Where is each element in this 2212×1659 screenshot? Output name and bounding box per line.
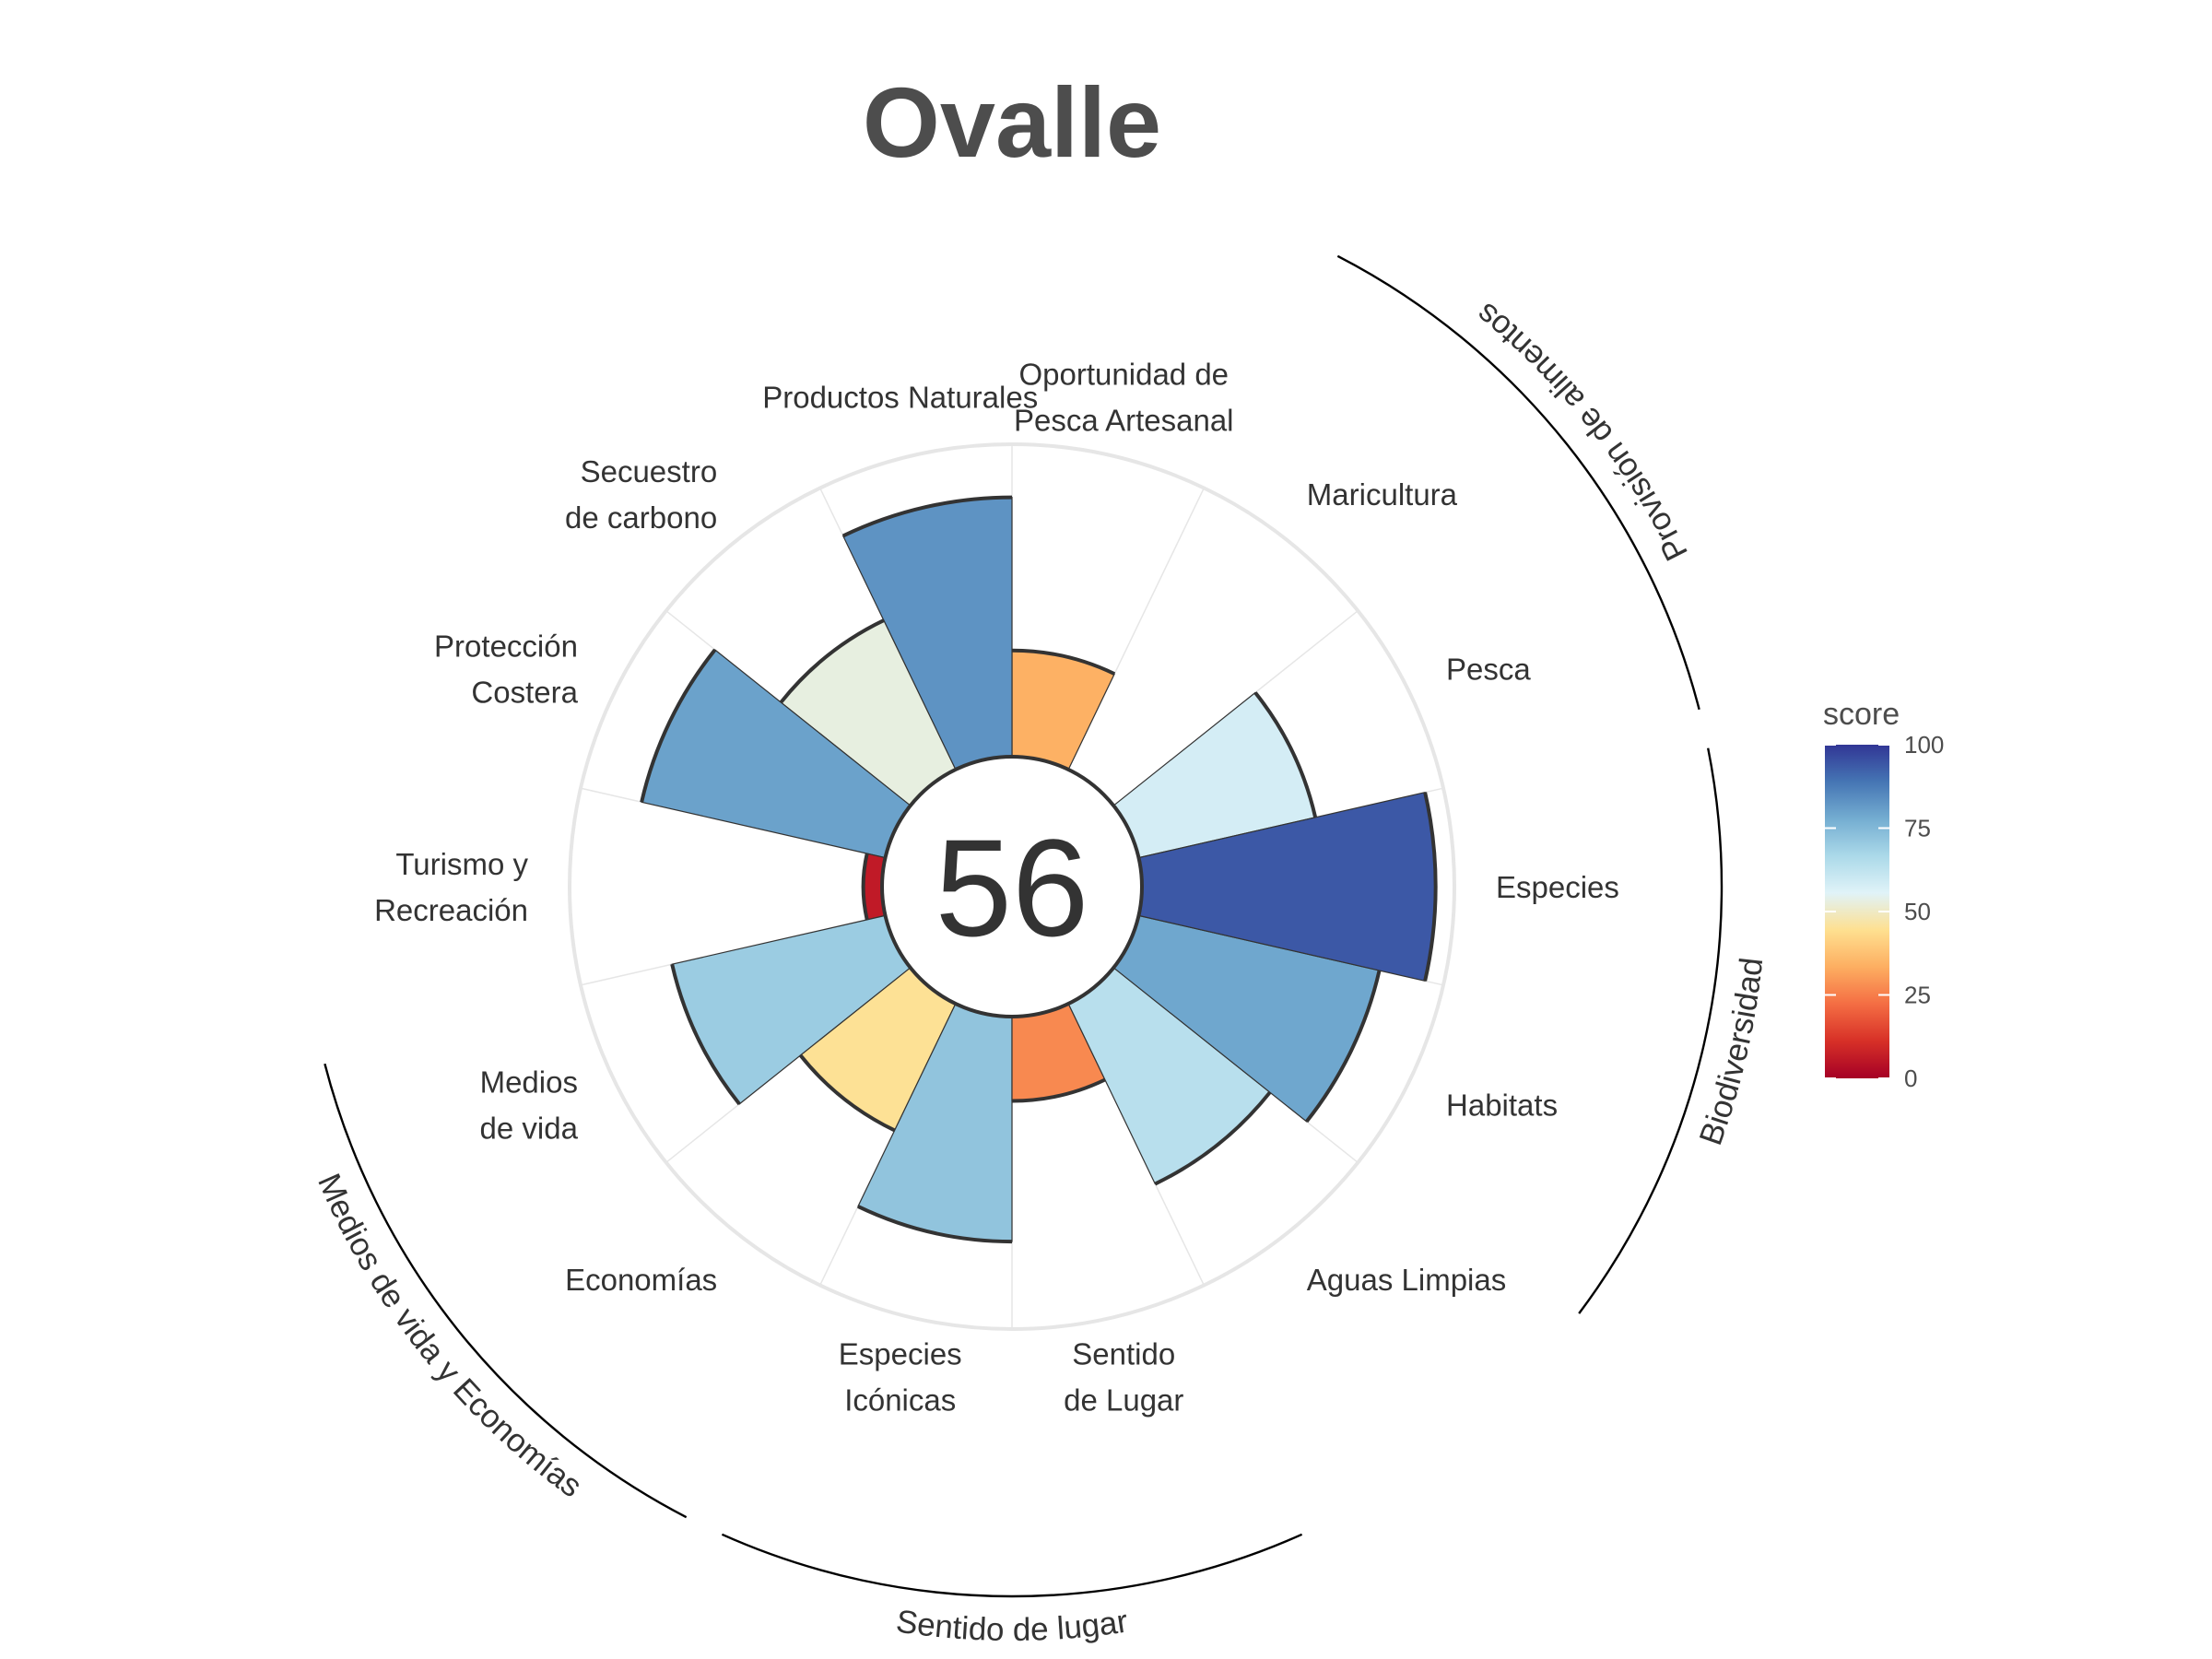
goal-label: Costera: [471, 676, 578, 710]
goal-label: Oportunidad de: [1019, 358, 1230, 392]
bar-outline: [1423, 792, 1438, 982]
bar-outline: [1011, 648, 1116, 676]
bar-outline: [861, 853, 869, 921]
bar-outline: [779, 618, 885, 704]
bar-outline: [1154, 1090, 1272, 1186]
goal-label: Turismo y: [395, 847, 528, 881]
chart-title: Ovalle: [863, 66, 1161, 178]
goal-label: Maricultura: [1307, 477, 1458, 512]
bar-outline: [798, 1053, 896, 1133]
group-arc: [721, 1533, 1303, 1598]
goal-label: Sentido: [1072, 1336, 1175, 1371]
bars: [640, 495, 1438, 1244]
goal-label: Especies: [1496, 870, 1619, 904]
legend-tick-label: 0: [1904, 1065, 1917, 1092]
group-label: Sentido de lugar: [894, 1603, 1131, 1648]
goal-label: Recreación: [374, 893, 528, 927]
bar-outline: [841, 495, 1013, 538]
center-circle: [880, 755, 1144, 1018]
goal-label: de vida: [480, 1111, 579, 1145]
legend-tick-label: 50: [1904, 898, 1931, 925]
goal-label: Especies: [839, 1336, 962, 1371]
goal-label: Aguas Limpias: [1307, 1263, 1506, 1297]
goal-label: Economías: [565, 1263, 717, 1297]
bar-outline: [670, 963, 741, 1106]
legend-tick-label: 100: [1904, 731, 1944, 759]
bar-outline: [857, 1205, 1013, 1244]
goal-label: Pesca: [1446, 653, 1531, 687]
legend: score 0 25 50 75 100: [1823, 697, 1944, 1092]
goal-label: Pesca Artesanal: [1014, 404, 1233, 438]
group-arc: [324, 1063, 688, 1519]
group-label: Biodiversidad: [1692, 956, 1770, 1149]
bar-outline: [1305, 970, 1382, 1124]
center-score: 56: [935, 810, 1089, 965]
goal-label: Productos Naturales: [762, 381, 1038, 415]
group-label: Provisión de alimentos: [1469, 296, 1695, 567]
goal-label: de Lugar: [1064, 1382, 1183, 1417]
goal-label: Habitats: [1446, 1088, 1558, 1122]
goal-labels: Pesca Maricultura Oportunidad de Pesca Arte…: [374, 358, 1619, 1418]
bar-outline: [640, 648, 717, 803]
goal-label: de carbono: [565, 500, 717, 535]
goal-label: Medios: [480, 1065, 578, 1099]
bar-outline: [1253, 691, 1318, 818]
legend-title: score: [1823, 697, 1900, 732]
goal-label: Icónicas: [844, 1382, 956, 1417]
bar-outline: [1011, 1077, 1106, 1103]
group-arc: [1578, 747, 1724, 1314]
center-score-group: 56: [880, 755, 1144, 1018]
legend-tick-label: 25: [1904, 982, 1931, 1009]
legend-tick-label: 75: [1904, 815, 1931, 842]
goal-label: Protección: [434, 629, 578, 664]
goal-label: Secuestro: [581, 454, 718, 488]
group-label: Medios de vida y Economías: [311, 1169, 588, 1505]
group-arc: [1336, 254, 1700, 711]
